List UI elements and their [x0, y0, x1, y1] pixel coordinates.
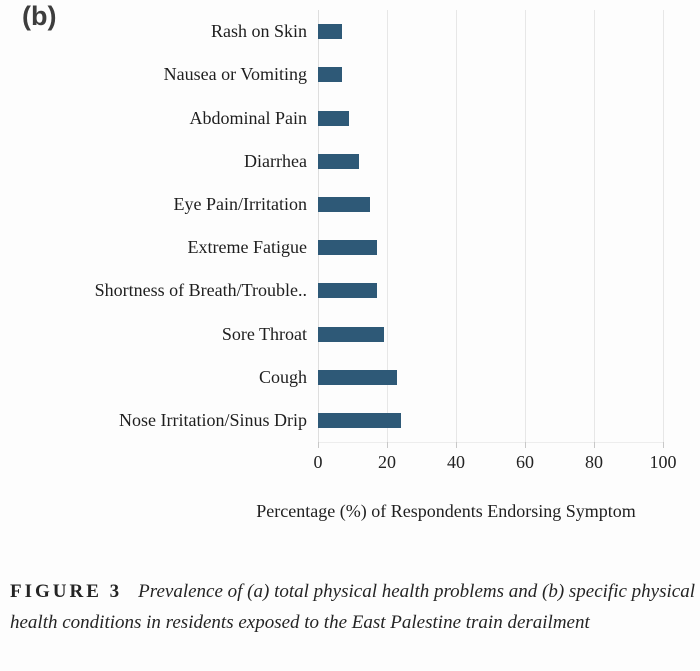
table-row: Eye Pain/Irritation	[0, 183, 700, 226]
category-label: Shortness of Breath/Trouble..	[94, 280, 307, 301]
bar-track	[318, 226, 700, 269]
bar	[318, 240, 377, 256]
category-label: Diarrhea	[244, 150, 307, 171]
x-tick-label: 20	[378, 452, 396, 472]
category-label: Nausea or Vomiting	[163, 64, 307, 85]
x-axis-title: Percentage (%) of Respondents Endorsing …	[256, 501, 636, 521]
x-tick-label: 100	[649, 452, 677, 472]
category-label: Abdominal Pain	[189, 107, 308, 128]
x-tick-mark	[318, 442, 319, 448]
bar-track	[318, 312, 700, 355]
category-label: Eye Pain/Irritation	[173, 193, 307, 214]
table-row: Extreme Fatigue	[0, 226, 700, 269]
table-row: Rash on Skin	[0, 10, 700, 53]
bar-track	[318, 183, 700, 226]
category-label: Rash on Skin	[210, 21, 307, 42]
bar-track	[318, 356, 700, 399]
bar	[318, 283, 377, 299]
table-row: Abdominal Pain	[0, 96, 700, 139]
figure-caption: FIGURE 3 Prevalence of (a) total physical…	[10, 576, 700, 638]
bar	[318, 67, 343, 83]
bar-track	[318, 140, 700, 183]
bar-track	[318, 53, 700, 96]
panel-label-b: (b)	[22, 1, 57, 31]
category-label: Extreme Fatigue	[187, 237, 307, 258]
table-row: Nose Irritation/Sinus Drip	[0, 399, 700, 442]
table-row: Shortness of Breath/Trouble..	[0, 269, 700, 312]
bar	[318, 24, 343, 40]
table-row: Sore Throat	[0, 312, 700, 355]
x-tick-label: 60	[516, 452, 534, 472]
x-tick-label: 0	[313, 452, 323, 472]
category-label: Nose Irritation/Sinus Drip	[119, 409, 307, 430]
category-label: Cough	[258, 366, 307, 387]
bar-track	[318, 399, 700, 442]
table-row: Nausea or Vomiting	[0, 53, 700, 96]
category-label: Sore Throat	[221, 323, 307, 344]
table-row: Diarrhea	[0, 140, 700, 183]
bar	[318, 153, 360, 169]
x-tick-mark	[387, 442, 388, 448]
bar	[318, 326, 384, 342]
bar	[318, 196, 370, 212]
bar-track	[318, 96, 700, 139]
bar-track	[318, 269, 700, 312]
x-axis-line	[318, 442, 664, 443]
figure-caption-label: FIGURE 3	[10, 581, 123, 602]
figure-caption-text: Prevalence of (a) total physical health …	[10, 581, 695, 633]
x-tick-mark	[594, 442, 595, 448]
bar-rows: Rash on Skin Nausea or Vomiting Abdominal …	[0, 10, 700, 442]
bar-track	[318, 10, 700, 53]
x-tick-mark	[525, 442, 526, 448]
x-tick-mark	[663, 442, 664, 448]
bar	[318, 110, 350, 126]
bar	[318, 369, 398, 385]
x-tick-mark	[456, 442, 457, 448]
x-tick-label: 40	[447, 452, 465, 472]
bar	[318, 412, 401, 428]
table-row: Cough	[0, 356, 700, 399]
x-tick-label: 80	[585, 452, 603, 472]
